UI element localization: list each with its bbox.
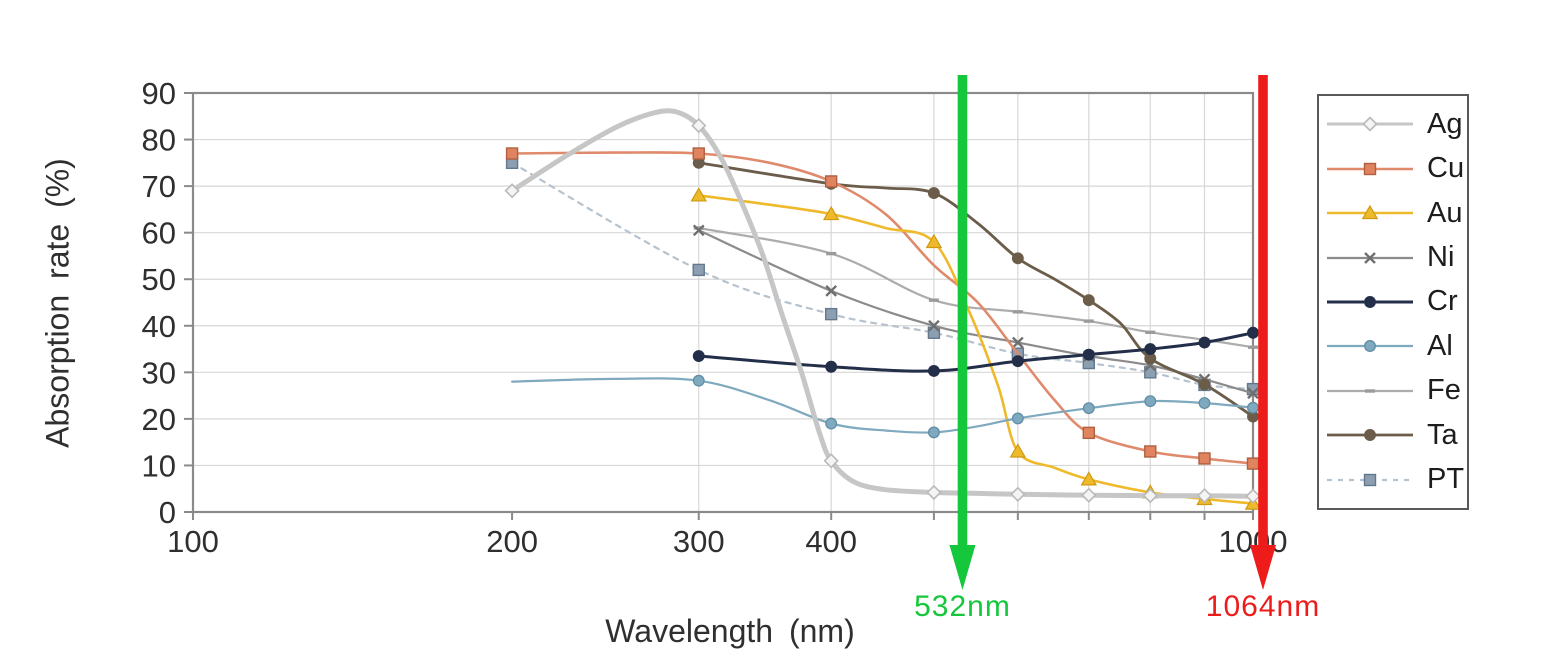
svg-text:100: 100	[167, 524, 219, 559]
svg-text:400: 400	[805, 524, 857, 559]
series-Al-line	[511, 377, 1255, 434]
svg-text:300: 300	[673, 524, 725, 559]
legend-label-Ag: Ag	[1427, 107, 1463, 140]
legend-label-Ni: Ni	[1427, 241, 1455, 274]
series-Al-markers	[692, 374, 1259, 439]
legend-sample-Cr	[1327, 296, 1413, 308]
series-Cr	[697, 331, 1255, 373]
svg-text:200: 200	[486, 524, 538, 559]
series-Ta	[697, 161, 1255, 418]
legend-item-Fe: Fe	[1319, 371, 1467, 411]
svg-text:20: 20	[142, 402, 176, 437]
legend-label-Cu: Cu	[1427, 152, 1465, 185]
legend-sample-Ni	[1327, 251, 1413, 264]
legend-item-Ta: Ta	[1319, 415, 1467, 455]
legend-label-PT: PT	[1427, 463, 1465, 496]
legend-item-PT: PT	[1319, 460, 1467, 500]
series-Al	[511, 377, 1255, 434]
legend-label-Ta: Ta	[1427, 418, 1458, 451]
legend-label-Fe: Fe	[1427, 374, 1461, 407]
legend-label-Cr: Cr	[1427, 285, 1458, 318]
legend-sample-Ta	[1327, 429, 1413, 442]
legend-sample-PT	[1327, 473, 1413, 486]
legend-label-Al: Al	[1427, 329, 1453, 362]
legend-sample-Al	[1327, 340, 1413, 353]
series-Fe-markers	[693, 226, 1258, 349]
legend-item-Ag: Ag	[1319, 104, 1467, 144]
x-axis-title: Wavelength (nm)	[605, 613, 855, 649]
series-Ag-line	[509, 108, 1256, 499]
svg-text:50: 50	[142, 262, 176, 297]
legend-sample-Cu	[1327, 162, 1413, 175]
svg-text:0: 0	[159, 495, 176, 530]
series-Ag-markers	[504, 117, 1261, 504]
series-Cu-line	[510, 151, 1255, 465]
red-laser-arrow	[1250, 75, 1276, 590]
axis-ticks	[184, 92, 1254, 520]
series-Cu-markers	[505, 147, 1260, 470]
series-Cr-markers	[692, 326, 1259, 377]
legend-item-Cu: Cu	[1319, 149, 1467, 189]
svg-text:90: 90	[142, 76, 176, 111]
legend-label-Au: Au	[1427, 196, 1463, 229]
legend-sample-Au	[1327, 204, 1413, 220]
series-Cu	[510, 151, 1255, 465]
svg-text:10: 10	[142, 448, 176, 483]
legend-sample-Fe	[1327, 389, 1413, 393]
legend-item-Al: Al	[1319, 326, 1467, 366]
plot-frame	[191, 91, 1255, 514]
green-arrow-label: 532nm	[914, 590, 1011, 623]
legend-sample-Ag	[1327, 116, 1413, 132]
legend: Ag Cu Au Ni Cr Al Fe Ta PT	[1317, 94, 1469, 510]
green-laser-arrow	[949, 75, 976, 590]
svg-text:60: 60	[142, 216, 176, 251]
series-Ta-markers	[692, 156, 1259, 423]
legend-item-Cr: Cr	[1319, 282, 1467, 322]
red-arrow-label: 1064nm	[1205, 590, 1321, 623]
series-Ta-line	[697, 161, 1255, 418]
legend-item-Ni: Ni	[1319, 238, 1467, 278]
y-axis-tick-labels: 0 10 20 30 40 50 60 70 80 90	[142, 76, 176, 530]
series-Cr-line	[697, 331, 1255, 373]
series-Au-markers	[690, 187, 1262, 510]
series-Ag	[509, 108, 1256, 499]
svg-text:40: 40	[142, 309, 176, 344]
legend-item-Au: Au	[1319, 193, 1467, 233]
svg-text:80: 80	[142, 123, 176, 158]
svg-text:70: 70	[142, 169, 176, 204]
y-axis-title: Absorption rate (%)	[39, 158, 76, 448]
svg-text:30: 30	[142, 355, 176, 390]
x-axis-tick-labels: 100 200 300 400 1000	[167, 524, 1287, 559]
